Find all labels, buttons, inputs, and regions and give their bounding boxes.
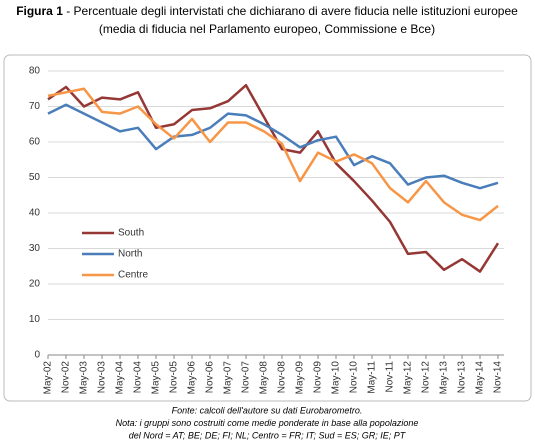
y-tick-label: 60 (29, 137, 41, 148)
y-tick-label: 20 (29, 279, 41, 290)
x-tick-label: Nov-12 (421, 361, 432, 394)
y-tick-label: 0 (34, 350, 40, 361)
x-tick-label: Nov-09 (313, 361, 324, 394)
x-tick-label: Nov-11 (385, 361, 396, 393)
x-tick-label: May-06 (187, 361, 198, 395)
x-tick-label: May-07 (223, 361, 234, 395)
series-line (47, 103, 499, 190)
chart-subtitle: (media di fiducia nel Parlamento europeo… (99, 22, 435, 36)
x-tick-label: Nov-08 (277, 361, 288, 394)
x-tick-label: May-04 (115, 361, 126, 395)
y-tick-label: 10 (29, 314, 41, 325)
y-tick-label: 70 (29, 101, 41, 112)
y-tick-label: 50 (29, 172, 41, 183)
x-tick-label: May-02 (43, 361, 54, 395)
series-line (47, 87, 499, 222)
x-tick-label: Nov-10 (349, 361, 360, 394)
x-tick-label: May-03 (79, 361, 90, 395)
x-tick-label: Nov-03 (97, 361, 108, 394)
legend-label: South (118, 228, 144, 239)
footnote: Nota: i gruppi sono costruiti come medie… (116, 418, 419, 428)
x-tick-label: May-13 (439, 361, 450, 395)
x-tick-label: Nov-07 (241, 361, 252, 394)
footnote: Fonte: calcoli dell'autore su dati Eurob… (172, 405, 363, 415)
chart-frame (3, 54, 532, 402)
x-tick-label: May-14 (475, 361, 486, 395)
x-tick-label: Nov-04 (133, 361, 144, 394)
y-tick-label: 80 (29, 66, 41, 77)
x-tick-label: May-08 (259, 361, 270, 395)
chart-title: Figura 1 - Percentuale degli intervistat… (16, 4, 518, 18)
x-tick-label: Nov-06 (205, 361, 216, 394)
series-line (47, 83, 500, 273)
x-tick-label: May-05 (151, 361, 162, 395)
footnote: del Nord = AT; BE; DE; FI; NL; Centro = … (129, 430, 407, 440)
title-prefix: Figura 1 (16, 4, 63, 18)
legend-label: North (118, 249, 142, 260)
x-tick-label: May-10 (331, 361, 342, 395)
y-tick-label: 30 (29, 243, 41, 254)
x-tick-label: May-12 (403, 361, 414, 395)
x-tick-label: Nov-05 (169, 361, 180, 394)
legend-label: Centre (118, 270, 148, 281)
x-tick-label: May-09 (295, 361, 306, 395)
x-tick-label: Nov-14 (493, 361, 504, 394)
title-text: - Percentuale degli intervistati che dic… (66, 4, 518, 18)
x-tick-label: May-11 (367, 361, 378, 394)
y-tick-label: 40 (29, 208, 41, 219)
x-tick-label: Nov-13 (457, 361, 468, 394)
x-tick-label: Nov-02 (61, 361, 72, 394)
